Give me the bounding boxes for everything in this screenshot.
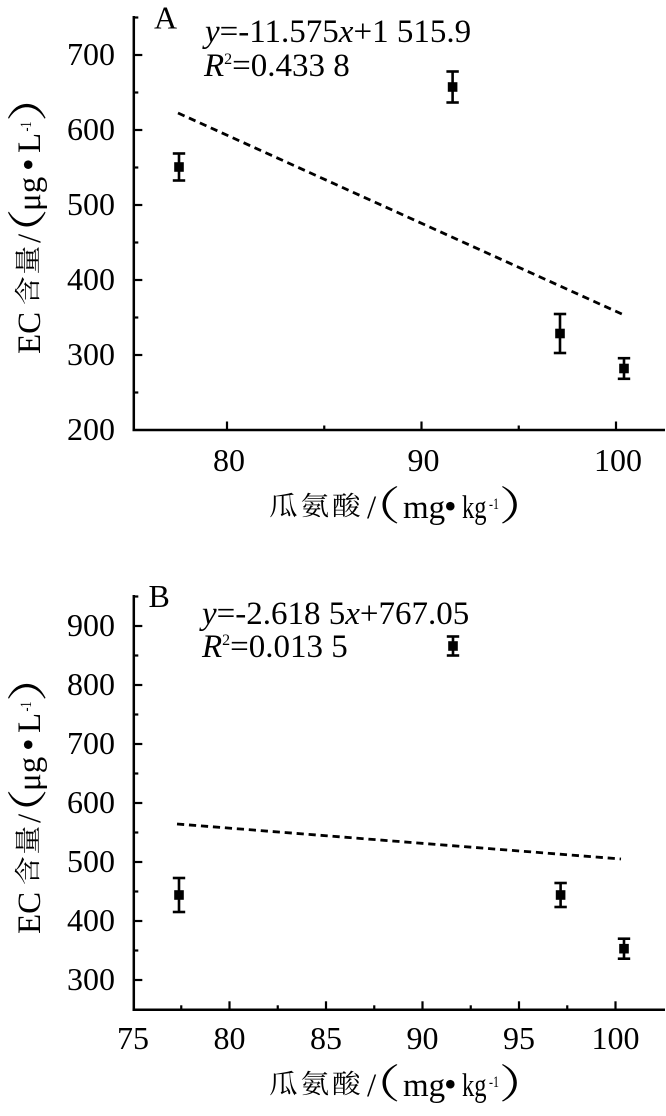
svg-text:•: • <box>444 1064 457 1104</box>
svg-text:/: / <box>367 1068 377 1104</box>
svg-text:•: • <box>8 738 48 751</box>
svg-text:400: 400 <box>67 902 115 938</box>
svg-text:mg: mg <box>403 1068 445 1104</box>
svg-text:A: A <box>154 0 177 36</box>
svg-text:700: 700 <box>67 725 115 761</box>
svg-text:800: 800 <box>67 666 115 702</box>
svg-text:90: 90 <box>407 1020 439 1056</box>
svg-text:90: 90 <box>408 442 440 478</box>
svg-text:-1: -1 <box>489 496 499 513</box>
svg-text:/: / <box>12 813 48 823</box>
svg-text:μg: μg <box>12 177 48 211</box>
svg-text:EC: EC <box>12 312 48 354</box>
svg-text:/: / <box>367 490 377 526</box>
svg-text:600: 600 <box>67 111 115 147</box>
svg-text:-1: -1 <box>18 122 35 132</box>
svg-text:R2=0.013 5: R2=0.013 5 <box>201 629 348 665</box>
svg-text:300: 300 <box>67 961 115 997</box>
svg-text:85: 85 <box>310 1020 342 1056</box>
svg-text:900: 900 <box>67 607 115 643</box>
svg-text:100: 100 <box>592 1020 640 1056</box>
svg-text:80: 80 <box>214 1020 246 1056</box>
svg-text:/: / <box>12 233 48 243</box>
svg-text:L: L <box>12 713 48 733</box>
svg-text:75: 75 <box>117 1020 149 1056</box>
svg-text:95: 95 <box>503 1020 535 1056</box>
svg-text:-1: -1 <box>489 1074 499 1091</box>
svg-text:100: 100 <box>594 442 642 478</box>
svg-text:y=-2.618 5x+767.05: y=-2.618 5x+767.05 <box>199 596 469 632</box>
svg-text:400: 400 <box>67 261 115 297</box>
svg-text:kg: kg <box>462 490 487 526</box>
svg-text:500: 500 <box>67 186 115 222</box>
svg-text:kg: kg <box>462 1068 487 1104</box>
svg-text:•: • <box>8 158 48 171</box>
svg-text:700: 700 <box>67 36 115 72</box>
svg-text:-1: -1 <box>18 702 35 712</box>
svg-text:R2=0.433 8: R2=0.433 8 <box>203 48 350 84</box>
svg-text:mg: mg <box>403 490 445 526</box>
svg-text:EC: EC <box>12 892 48 934</box>
svg-text:B: B <box>149 578 170 614</box>
svg-text:200: 200 <box>67 411 115 447</box>
svg-text:500: 500 <box>67 843 115 879</box>
svg-text:μg: μg <box>12 757 48 791</box>
svg-text:80: 80 <box>213 442 245 478</box>
svg-text:•: • <box>444 486 457 526</box>
svg-text:y=-11.575x+1 515.9: y=-11.575x+1 515.9 <box>202 14 471 50</box>
svg-text:600: 600 <box>67 784 115 820</box>
svg-text:300: 300 <box>67 336 115 372</box>
svg-text:L: L <box>12 133 48 153</box>
